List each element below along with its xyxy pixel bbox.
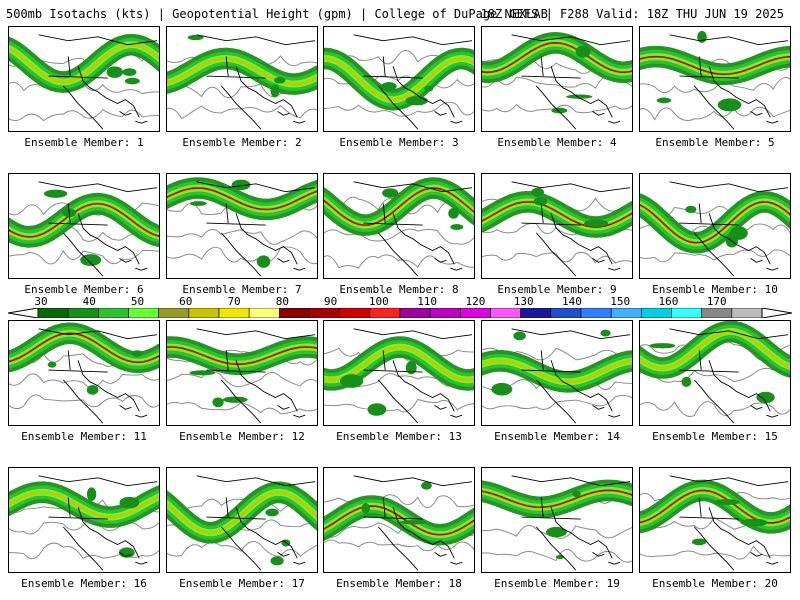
ensemble-member-map (166, 26, 318, 132)
map-title: 500mb Isotachs (kts) | Geopotential Heig… (6, 7, 548, 21)
colorbar-swatch (369, 308, 401, 318)
colorbar-tick-label: 30 (34, 295, 48, 308)
ensemble-member-label: Ensemble Member: 9 (497, 283, 617, 296)
colorbar-swatch (731, 308, 763, 318)
colorbar-swatch (490, 308, 521, 318)
colorbar-tick-label: 100 (368, 295, 389, 308)
ensemble-member-map (323, 26, 475, 132)
ensemble-member-map (481, 467, 633, 573)
colorbar-tick-label: 140 (561, 295, 582, 308)
colorbar-swatch (158, 308, 190, 318)
ensemble-member-map (323, 173, 475, 279)
ensemble-member-label: Ensemble Member: 20 (652, 577, 778, 590)
ensemble-member-map (323, 320, 475, 426)
colorbar-tick-label: 60 (179, 295, 193, 308)
ensemble-member-label: Ensemble Member: 19 (494, 577, 620, 590)
ensemble-member-label: Ensemble Member: 10 (652, 283, 778, 296)
ensemble-member-label: Ensemble Member: 1 (24, 136, 144, 149)
run-info: 18Z GEFS | F288 Valid: 18Z THU JUN 19 20… (480, 7, 784, 21)
colorbar-swatch (641, 308, 672, 318)
ensemble-member-label: Ensemble Member: 15 (652, 430, 778, 443)
colorbar-swatch (309, 308, 340, 318)
ensemble-member-map (166, 173, 318, 279)
ensemble-member-label: Ensemble Member: 13 (336, 430, 462, 443)
colorbar-right-arrow (761, 308, 792, 318)
colorbar-swatch (37, 308, 69, 318)
colorbar-swatch (399, 308, 431, 318)
ensemble-member-label: Ensemble Member: 4 (497, 136, 617, 149)
colorbar-swatch (520, 308, 552, 318)
ensemble-member-label: Ensemble Member: 16 (21, 577, 147, 590)
ensemble-member-map (8, 320, 160, 426)
ensemble-member-map (166, 467, 318, 573)
colorbar-tick-label: 80 (275, 295, 289, 308)
colorbar-tick-label: 50 (130, 295, 145, 308)
ensemble-member-label: Ensemble Member: 11 (21, 430, 147, 443)
map-header: 500mb Isotachs (kts) | Geopotential Heig… (6, 6, 796, 22)
colorbar-tick-label: 150 (610, 295, 631, 308)
ensemble-member-label: Ensemble Member: 6 (24, 283, 144, 296)
colorbar-swatch (550, 308, 582, 318)
ensemble-member-label: Ensemble Member: 18 (336, 577, 462, 590)
ensemble-member-map (166, 320, 318, 426)
colorbar-tick-label: 170 (706, 295, 727, 308)
colorbar-tick-label: 90 (323, 295, 338, 308)
colorbar-strip (8, 308, 792, 318)
ensemble-member-label: Ensemble Member: 7 (182, 283, 302, 296)
ensemble-member-label: Ensemble Member: 14 (494, 430, 620, 443)
ensemble-member-map (8, 26, 160, 132)
colorbar-tick-label: 130 (513, 295, 534, 308)
colorbar-swatch (128, 308, 159, 318)
colorbar-swatch (429, 308, 461, 318)
ensemble-member-map (481, 320, 633, 426)
ensemble-member-map (481, 26, 633, 132)
colorbar-swatch (339, 308, 371, 318)
ensemble-member-label: Ensemble Member: 3 (339, 136, 459, 149)
colorbar-swatch (580, 308, 612, 318)
colorbar-swatch (98, 308, 129, 318)
isotach-colorbar: 30 40 50 60 70 80 90 100 110 120 130 140 150 160 170 (8, 296, 792, 320)
ensemble-member-map (639, 320, 791, 426)
ensemble-member-map (8, 467, 160, 573)
ensemble-member-map (8, 173, 160, 279)
colorbar-swatch (671, 308, 702, 318)
colorbar-swatch (460, 308, 491, 318)
ensemble-member-map (639, 26, 791, 132)
colorbar-swatch (248, 308, 280, 318)
ensemble-member-label: Ensemble Member: 12 (179, 430, 305, 443)
colorbar-tick-label: 160 (658, 295, 679, 308)
ensemble-member-label: Ensemble Member: 5 (655, 136, 775, 149)
ensemble-member-map (639, 467, 791, 573)
ensemble-member-label: Ensemble Member: 8 (339, 283, 459, 296)
colorbar-tick-label: 110 (417, 295, 438, 308)
ensemble-member-label: Ensemble Member: 2 (182, 136, 302, 149)
colorbar-tick-label: 40 (82, 295, 96, 308)
ensemble-member-map (323, 467, 475, 573)
colorbar-swatch (218, 308, 250, 318)
ensemble-member-map (639, 173, 791, 279)
colorbar-tick-label: 120 (465, 295, 486, 308)
colorbar-swatch (279, 308, 310, 318)
ensemble-member-map (481, 173, 633, 279)
colorbar-swatch (67, 308, 99, 318)
colorbar-tick-label: 70 (227, 295, 241, 308)
ensemble-member-label: Ensemble Member: 17 (179, 577, 305, 590)
colorbar-swatch (701, 308, 733, 318)
colorbar-left-arrow (8, 308, 39, 318)
colorbar-swatch (610, 308, 642, 318)
colorbar-swatch (188, 308, 220, 318)
